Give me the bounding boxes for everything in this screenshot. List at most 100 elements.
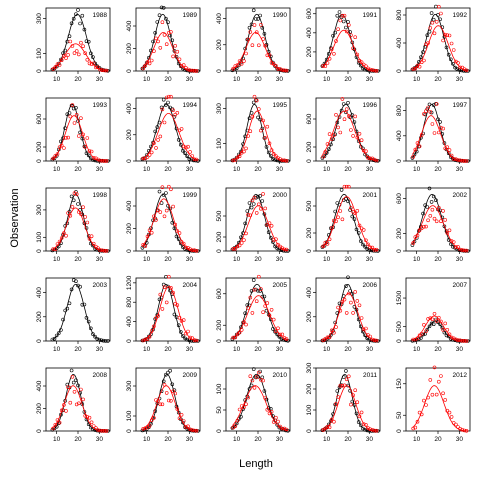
- x-tick-label: 30: [366, 346, 374, 353]
- obs-point-red: [194, 428, 199, 433]
- obs-point-red: [441, 391, 445, 396]
- obs-point-red: [419, 412, 424, 417]
- y-tick-label: 400: [306, 287, 313, 298]
- obs-point-red: [89, 234, 94, 238]
- obs-point-red: [329, 47, 334, 52]
- y-tick-label: 0: [216, 159, 223, 163]
- y-tick-label: 0: [126, 429, 133, 433]
- x-tick-label: 10: [413, 256, 421, 263]
- obs-point-red: [77, 210, 81, 214]
- obs-point-red: [68, 114, 73, 119]
- y-tick-label: 200: [216, 319, 223, 330]
- obs-point-red: [143, 337, 148, 342]
- obs-point-red: [364, 422, 368, 427]
- y-tick-label: 0: [396, 69, 403, 73]
- obs-point-black: [80, 136, 85, 141]
- obs-point-red: [454, 245, 458, 249]
- obs-point-red: [263, 206, 268, 211]
- obs-point-red: [338, 130, 343, 135]
- x-tick-label: 20: [434, 166, 442, 173]
- y-axis-title: Observation: [9, 188, 21, 247]
- obs-point-black: [350, 113, 355, 117]
- obs-point-red: [81, 44, 85, 49]
- obs-point-red: [186, 67, 190, 72]
- obs-point-red: [342, 297, 347, 302]
- obs-point-red: [147, 424, 152, 428]
- obs-point-black: [97, 337, 102, 342]
- obs-point-black: [74, 106, 78, 110]
- model-curve-black: [322, 13, 378, 72]
- obs-point-red: [72, 389, 77, 394]
- obs-point-red: [456, 61, 460, 65]
- obs-point-red: [149, 58, 154, 63]
- x-tick-label: 10: [413, 166, 421, 173]
- obs-point-red: [374, 428, 379, 433]
- obs-point-red: [64, 409, 68, 413]
- obs-point-red: [237, 330, 242, 335]
- obs-point-black: [346, 20, 350, 24]
- obs-point-black: [350, 292, 355, 296]
- obs-point-red: [368, 245, 372, 250]
- obs-point-black: [333, 402, 338, 407]
- obs-point-red: [419, 60, 424, 65]
- obs-point-black: [78, 284, 82, 289]
- obs-point-red: [87, 415, 92, 420]
- obs-point-red: [231, 247, 235, 251]
- x-tick-label: 30: [456, 76, 464, 83]
- obs-point-red: [171, 204, 175, 209]
- obs-point-black: [339, 188, 344, 192]
- obs-point-red: [359, 60, 364, 65]
- obs-point-red: [152, 324, 156, 329]
- obs-point-red: [428, 110, 433, 114]
- model-curve-black: [322, 103, 378, 162]
- obs-point-black: [95, 336, 99, 341]
- model-curve-black: [412, 320, 468, 342]
- obs-point-red: [432, 131, 437, 135]
- obs-point-red: [152, 416, 156, 420]
- obs-point-red: [171, 108, 175, 112]
- obs-point-black: [89, 326, 93, 331]
- obs-point-black: [170, 220, 175, 225]
- x-tick-label: 30: [186, 166, 194, 173]
- obs-point-black: [254, 98, 258, 102]
- obs-point-red: [64, 56, 68, 60]
- obs-point-black: [155, 125, 160, 129]
- obs-point-red: [445, 33, 450, 38]
- obs-point-black: [431, 194, 436, 199]
- obs-point-red: [158, 134, 163, 139]
- obs-point-black: [431, 322, 436, 327]
- obs-point-red: [59, 236, 64, 240]
- obs-point-red: [164, 95, 169, 100]
- obs-point-black: [63, 48, 67, 53]
- obs-point-red: [179, 64, 184, 68]
- obs-point-red: [85, 415, 90, 419]
- obs-point-red: [141, 156, 145, 161]
- obs-point-red: [368, 427, 372, 432]
- y-tick-label: 0: [36, 339, 43, 343]
- obs-point-red: [175, 229, 180, 233]
- y-tick-label: 400: [126, 200, 133, 211]
- obs-point-red: [449, 239, 454, 243]
- obs-point-red: [261, 310, 265, 315]
- obs-point-black: [346, 275, 350, 280]
- obs-point-red: [344, 377, 349, 382]
- x-tick-label: 30: [276, 346, 284, 353]
- obs-point-red: [458, 158, 462, 163]
- obs-point-red: [169, 285, 173, 290]
- y-tick-label: 500: [216, 210, 223, 221]
- obs-point-black: [254, 195, 258, 200]
- obs-point-red: [419, 331, 424, 336]
- obs-point-black: [153, 129, 157, 134]
- obs-point-red: [235, 332, 240, 337]
- obs-point-red: [344, 184, 349, 189]
- obs-point-red: [349, 300, 353, 305]
- obs-point-red: [336, 215, 340, 220]
- panel-year-label: 2001: [363, 192, 378, 199]
- obs-point-black: [176, 323, 181, 328]
- model-curve-red: [322, 110, 378, 161]
- panel-2001: 2001 10 20 30 0 200 500: [306, 184, 381, 263]
- obs-point-black: [341, 19, 346, 24]
- obs-point-red: [451, 157, 456, 161]
- obs-point-red: [456, 338, 460, 343]
